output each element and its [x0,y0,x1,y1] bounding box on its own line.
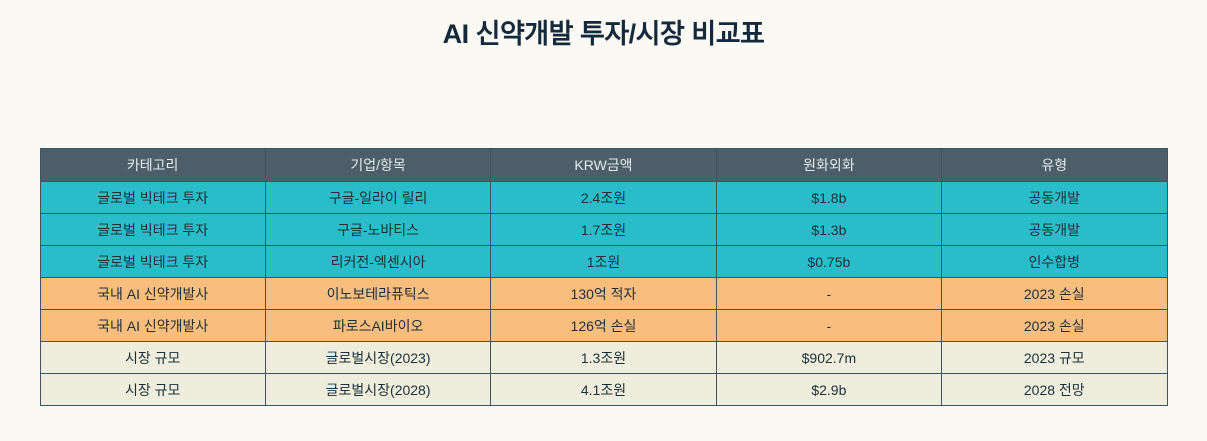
table-row: 시장 규모 글로벌시장(2023) 1.3조원 $902.7m 2023 규모 [39,341,1168,374]
table-cell: $0.75b [715,245,943,278]
table-cell: 130억 적자 [490,277,717,310]
header-row: 카테고리 기업/항목 KRW금액 원화외화 유형 [39,148,1168,182]
table-cell: 공동개발 [941,181,1168,214]
table-cell: 1.3조원 [490,341,717,374]
table-cell: 126억 손실 [490,309,717,342]
column-header: KRW금액 [490,148,717,182]
table-cell: 2023 손실 [941,277,1168,310]
column-header: 카테고리 [39,148,266,182]
table-cell: 구글-노바티스 [264,213,492,246]
table-cell: 1조원 [490,245,717,278]
table-cell: 국내 AI 신약개발사 [39,309,266,342]
table-cell: - [715,277,943,310]
table-cell: 이노보테라퓨틱스 [264,277,492,310]
column-header: 기업/항목 [264,148,492,182]
table-cell: 2023 손실 [941,309,1168,342]
page-title: AI 신약개발 투자/시장 비교표 [442,19,765,49]
table-cell: 글로벌 빅테크 투자 [39,181,266,214]
table-cell: 파로스AI바이오 [264,309,492,342]
table-row: 국내 AI 신약개발사 이노보테라퓨틱스 130억 적자 -2023 손실 [39,277,1168,310]
table-header: 카테고리 기업/항목 KRW금액 원화외화 유형 [39,148,1168,182]
comparison-table: 카테고리 기업/항목 KRW금액 원화외화 유형 글로벌 빅테크 투자 구글-일라이 릴리… [39,148,1168,406]
table-cell: 국내 AI 신약개발사 [39,277,266,310]
table-cell: 글로벌 빅테크 투자 [39,213,266,246]
column-header: 유형 [941,148,1168,182]
table-cell: 2028 전망 [941,373,1168,406]
table-cell: $2.9b [715,373,943,406]
table-cell: - [715,309,943,342]
table-cell: 글로벌 빅테크 투자 [39,245,266,278]
table-cell: 구글-일라이 릴리 [264,181,492,214]
table-cell: 리커전-엑센시아 [264,245,492,278]
table-cell: 글로벌시장(2023) [264,341,492,374]
column-header: 원화외화 [715,148,943,182]
table-cell: $1.8b [715,181,943,214]
table-cell: 글로벌시장(2028) [264,373,492,406]
table-row: 국내 AI 신약개발사 파로스AI바이오 126억 손실 -2023 손실 [39,309,1168,342]
table-cell: 2.4조원 [490,181,717,214]
table-cell: 인수합병 [941,245,1168,278]
table-cell: 4.1조원 [490,373,717,406]
table-cell: 1.7조원 [490,213,717,246]
table-cell: 공동개발 [941,213,1168,246]
table-cell: 시장 규모 [39,373,266,406]
table-row: 글로벌 빅테크 투자 리커전-엑센시아 1조원 $0.75b 인수합병 [39,245,1168,278]
table-cell: 시장 규모 [39,341,266,374]
table-cell: 2023 규모 [941,341,1168,374]
table-row: 글로벌 빅테크 투자 구글-노바티스 1.7조원 $1.3b 공동개발 [39,213,1168,246]
table-cell: $1.3b [715,213,943,246]
table-row: 시장 규모 글로벌시장(2028) 4.1조원 $2.9b 2028 전망 [39,373,1168,406]
table-row: 글로벌 빅테크 투자 구글-일라이 릴리 2.4조원 $1.8b 공동개발 [39,181,1168,214]
table-cell: $902.7m [715,341,943,374]
slide: AI 신약개발 투자/시장 비교표 카테고리 기업/항목 KRW금액 원화외화 유형 글… [0,12,1207,441]
